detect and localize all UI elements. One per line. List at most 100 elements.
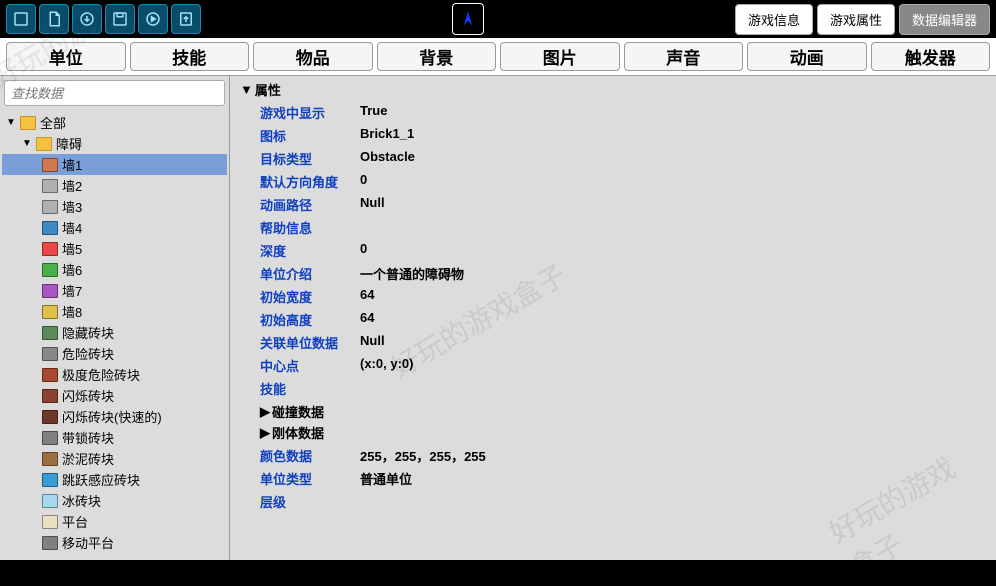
prop-row[interactable]: 层级 <box>240 490 986 513</box>
prop-row[interactable]: 动画路径Null <box>240 193 986 216</box>
tab-sound[interactable]: 声音 <box>624 42 744 71</box>
upload-icon[interactable] <box>171 4 201 34</box>
search-input[interactable] <box>4 80 225 106</box>
tree-label: 墙7 <box>62 281 82 300</box>
sidebar: ▼全部▼障碍墙1墙2墙3 墙4墙5墙6 墙7墙8隐藏砖块危险砖块极度危险砖块闪烁砖块… <box>0 76 230 560</box>
prop-row[interactable]: 帮助信息 <box>240 216 986 239</box>
tree-label: 墙6 <box>62 260 82 279</box>
tree-item[interactable]: 移动平台 <box>2 532 227 553</box>
tab-background[interactable]: 背景 <box>377 42 497 71</box>
tree-item[interactable]: 冰砖块 <box>2 490 227 511</box>
file-open-icon[interactable] <box>6 4 36 34</box>
tab-skill[interactable]: 技能 <box>130 42 250 71</box>
file-new-icon[interactable] <box>39 4 69 34</box>
app-logo-icon <box>452 3 484 35</box>
brick-icon <box>42 242 58 256</box>
prop-value: True <box>360 103 387 122</box>
tree-label: 全部 <box>40 113 66 132</box>
prop-row[interactable]: 初始宽度64 <box>240 285 986 308</box>
prop-row[interactable]: 关联单位数据Null <box>240 331 986 354</box>
brick-icon <box>42 200 58 214</box>
tree-item[interactable]: 墙4 <box>2 217 227 238</box>
download-icon[interactable] <box>72 4 102 34</box>
tree-label: 墙3 <box>62 197 82 216</box>
prop-row[interactable]: 目标类型Obstacle <box>240 147 986 170</box>
tree-item[interactable]: 带锁砖块 <box>2 427 227 448</box>
tree-item[interactable]: 墙6 <box>2 259 227 280</box>
brick-icon <box>42 473 58 487</box>
play-icon[interactable] <box>138 4 168 34</box>
data-editor-button[interactable]: 数据编辑器 <box>899 4 990 35</box>
prop-value: Obstacle <box>360 149 415 168</box>
tree-item[interactable]: 墙3 <box>2 196 227 217</box>
prop-label: 图标 <box>260 126 360 145</box>
tree-item[interactable]: 闪烁砖块(快速的) <box>2 406 227 427</box>
prop-label: 帮助信息 <box>260 218 360 237</box>
tree-label: 障碍 <box>56 134 82 153</box>
tree-item[interactable]: 危险砖块 <box>2 343 227 364</box>
prop-label: 深度 <box>260 241 360 260</box>
tree-view: ▼全部▼障碍墙1墙2墙3 墙4墙5墙6 墙7墙8隐藏砖块危险砖块极度危险砖块闪烁砖块… <box>0 110 229 560</box>
tab-animation[interactable]: 动画 <box>747 42 867 71</box>
tab-image[interactable]: 图片 <box>500 42 620 71</box>
prop-value: Brick1_1 <box>360 126 414 145</box>
brick-icon <box>42 284 58 298</box>
prop-sub-collision[interactable]: ▶碰撞数据 <box>240 402 986 421</box>
prop-row[interactable]: 颜色数据255，255，255，255 <box>240 444 986 467</box>
tree-label: 移动平台 <box>62 533 114 552</box>
tree-item[interactable]: 平台 <box>2 511 227 532</box>
prop-value: (x:0, y:0) <box>360 356 413 375</box>
prop-value: 255，255，255，255 <box>360 446 486 465</box>
tree-root[interactable]: ▼全部 <box>2 112 227 133</box>
tree-item[interactable]: 墙8 <box>2 301 227 322</box>
tree-label: 淤泥砖块 <box>62 449 114 468</box>
prop-row[interactable]: 单位类型普通单位 <box>240 467 986 490</box>
brick-icon <box>42 368 58 382</box>
tab-unit[interactable]: 单位 <box>6 42 126 71</box>
prop-label: 单位类型 <box>260 469 360 488</box>
tree-item[interactable]: 极度危险砖块 <box>2 364 227 385</box>
tree-item[interactable]: 墙5 <box>2 238 227 259</box>
tree-label: 墙4 <box>62 218 82 237</box>
tree-item[interactable]: 跳跃感应砖块 <box>2 469 227 490</box>
prop-label: 动画路径 <box>260 195 360 214</box>
prop-row[interactable]: 单位介绍一个普通的障碍物 <box>240 262 986 285</box>
tree-group[interactable]: ▼障碍 <box>2 133 227 154</box>
prop-row[interactable]: 默认方向角度0 <box>240 170 986 193</box>
tree-item[interactable]: 闪烁砖块 <box>2 385 227 406</box>
prop-value: 一个普通的障碍物 <box>360 264 464 283</box>
tab-item[interactable]: 物品 <box>253 42 373 71</box>
brick-icon <box>42 515 58 529</box>
brick-icon <box>42 305 58 319</box>
game-attr-button[interactable]: 游戏属性 <box>817 4 895 35</box>
brick-icon <box>42 179 58 193</box>
prop-value: Null <box>360 195 385 214</box>
tree-label: 平台 <box>62 512 88 531</box>
tree-item[interactable]: 墙7 <box>2 280 227 301</box>
tree-label: 危险砖块 <box>62 344 114 363</box>
tree-item[interactable]: 隐藏砖块 <box>2 322 227 343</box>
prop-row[interactable]: 游戏中显示True <box>240 101 986 124</box>
brick-icon <box>42 221 58 235</box>
tree-item[interactable]: 淤泥砖块 <box>2 448 227 469</box>
prop-sub-rigidbody[interactable]: ▶刚体数据 <box>240 423 986 442</box>
brick-icon <box>42 263 58 277</box>
tree-item[interactable]: 墙1 <box>2 154 227 175</box>
prop-label: 关联单位数据 <box>260 333 360 352</box>
prop-value: Null <box>360 333 385 352</box>
tree-label: 闪烁砖块(快速的) <box>62 407 162 426</box>
tab-trigger[interactable]: 触发器 <box>871 42 991 71</box>
prop-row[interactable]: 中心点(x:0, y:0) <box>240 354 986 377</box>
prop-label: 游戏中显示 <box>260 103 360 122</box>
prop-header[interactable]: ▼属性 <box>240 80 986 99</box>
save-icon[interactable] <box>105 4 135 34</box>
prop-row[interactable]: 技能 <box>240 377 986 400</box>
brick-icon <box>42 452 58 466</box>
prop-row[interactable]: 图标Brick1_1 <box>240 124 986 147</box>
prop-row[interactable]: 初始高度64 <box>240 308 986 331</box>
prop-row[interactable]: 深度0 <box>240 239 986 262</box>
tree-item[interactable]: 墙2 <box>2 175 227 196</box>
prop-label: 初始高度 <box>260 310 360 329</box>
brick-icon <box>42 326 58 340</box>
game-info-button[interactable]: 游戏信息 <box>735 4 813 35</box>
